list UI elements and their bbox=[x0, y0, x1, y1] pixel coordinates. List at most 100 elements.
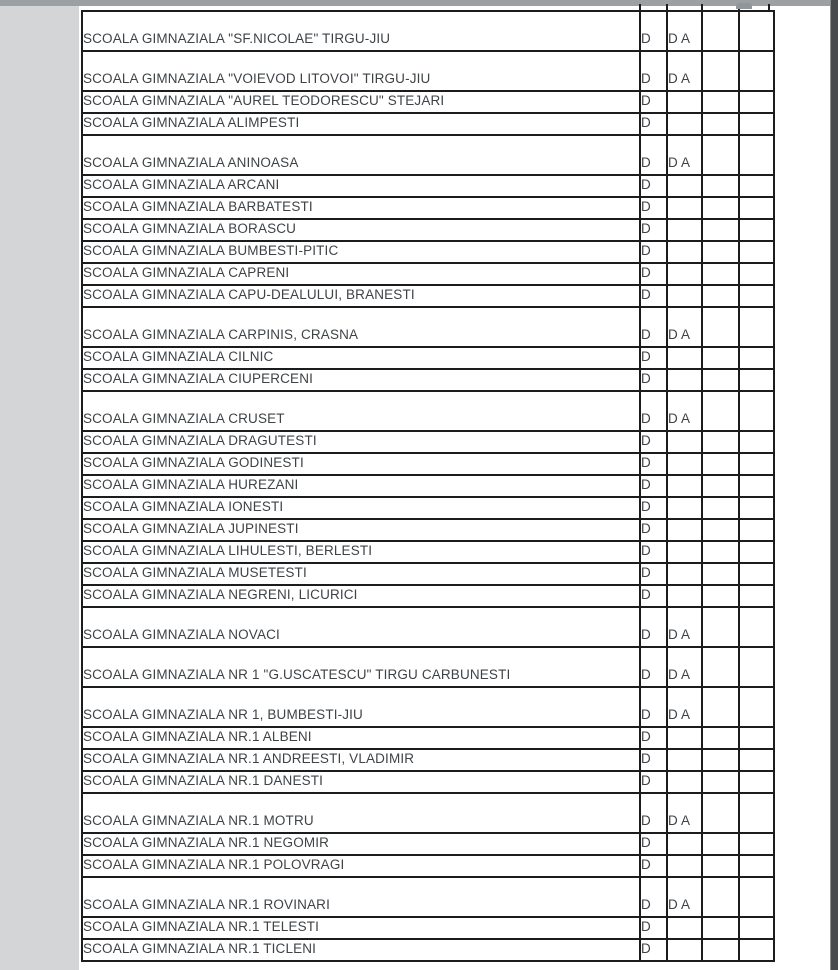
empty-cell bbox=[738, 748, 775, 772]
decision-d-cell: D bbox=[639, 50, 668, 92]
empty-cell bbox=[701, 606, 740, 648]
table-row: SCOALA GIMNAZIALA NR.1 ROVINARI D D A bbox=[81, 876, 775, 918]
decision-da-cell: D A bbox=[666, 646, 703, 688]
empty-cell bbox=[701, 112, 740, 136]
table-row: SCOALA GIMNAZIALA CRUSET D D A bbox=[81, 390, 775, 432]
empty-cell bbox=[738, 876, 775, 918]
decision-d-cell: D bbox=[639, 112, 668, 136]
decision-d-cell: D bbox=[639, 174, 668, 198]
empty-cell bbox=[738, 240, 775, 264]
school-name-cell: SCOALA GIMNAZIALA NR.1 ROVINARI bbox=[81, 876, 641, 918]
column-border-stub bbox=[666, 4, 668, 12]
decision-d-cell: D bbox=[639, 262, 668, 286]
school-name-cell: SCOALA GIMNAZIALA DRAGUTESTI bbox=[81, 430, 641, 454]
decision-d-cell: D bbox=[639, 726, 668, 750]
table-row: SCOALA GIMNAZIALA ALIMPESTI D bbox=[81, 112, 775, 136]
empty-cell bbox=[701, 284, 740, 308]
school-name-cell: SCOALA GIMNAZIALA CILNIC bbox=[81, 346, 641, 370]
school-name-cell: SCOALA GIMNAZIALA MUSETESTI bbox=[81, 562, 641, 586]
empty-cell bbox=[701, 876, 740, 918]
school-name-cell: SCOALA GIMNAZIALA NR.1 MOTRU bbox=[81, 792, 641, 834]
table-row: SCOALA GIMNAZIALA CAPU-DEALULUI, BRANEST… bbox=[81, 284, 775, 308]
empty-cell bbox=[738, 938, 775, 962]
decision-da-cell bbox=[666, 832, 703, 856]
table-row: SCOALA GIMNAZIALA BORASCU D bbox=[81, 218, 775, 242]
table-row: SCOALA GIMNAZIALA CARPINIS, CRASNA D D A bbox=[81, 306, 775, 348]
school-name-cell: SCOALA GIMNAZIALA NR 1, BUMBESTI-JIU bbox=[81, 686, 641, 728]
viewer-left-gutter bbox=[0, 0, 79, 970]
decision-d-cell: D bbox=[639, 562, 668, 586]
table-row: SCOALA GIMNAZIALA NR.1 ALBENI D bbox=[81, 726, 775, 750]
decision-da-cell bbox=[666, 240, 703, 264]
empty-cell bbox=[738, 90, 775, 114]
school-name-cell: SCOALA GIMNAZIALA NR.1 ANDREESTI, VLADIM… bbox=[81, 748, 641, 772]
decision-d-cell: D bbox=[639, 306, 668, 348]
page-top-artifact bbox=[736, 3, 752, 9]
empty-cell bbox=[738, 430, 775, 454]
table-row: SCOALA GIMNAZIALA CIUPERCENI D bbox=[81, 368, 775, 392]
school-name-cell: SCOALA GIMNAZIALA NR.1 POLOVRAGI bbox=[81, 854, 641, 878]
school-name-cell: SCOALA GIMNAZIALA BUMBESTI-PITIC bbox=[81, 240, 641, 264]
empty-cell bbox=[701, 748, 740, 772]
school-name-cell: SCOALA GIMNAZIALA "SF.NICOLAE" TIRGU-JIU bbox=[81, 10, 641, 52]
decision-da-cell: D A bbox=[666, 390, 703, 432]
decision-da-cell bbox=[666, 540, 703, 564]
decision-da-cell bbox=[666, 474, 703, 498]
decision-da-cell bbox=[666, 518, 703, 542]
empty-cell bbox=[701, 518, 740, 542]
table-row: SCOALA GIMNAZIALA "VOIEVOD LITOVOI" TIRG… bbox=[81, 50, 775, 92]
empty-cell bbox=[738, 646, 775, 688]
empty-cell bbox=[738, 112, 775, 136]
decision-da-cell bbox=[666, 748, 703, 772]
decision-d-cell: D bbox=[639, 452, 668, 476]
empty-cell bbox=[701, 134, 740, 176]
scrollbar-track[interactable] bbox=[830, 0, 838, 970]
empty-cell bbox=[701, 306, 740, 348]
school-name-cell: SCOALA GIMNAZIALA CAPRENI bbox=[81, 262, 641, 286]
empty-cell bbox=[701, 430, 740, 454]
decision-d-cell: D bbox=[639, 368, 668, 392]
decision-d-cell: D bbox=[639, 496, 668, 520]
empty-cell bbox=[701, 562, 740, 586]
empty-cell bbox=[738, 284, 775, 308]
empty-cell bbox=[701, 240, 740, 264]
empty-cell bbox=[738, 562, 775, 586]
decision-da-cell bbox=[666, 112, 703, 136]
school-name-cell: SCOALA GIMNAZIALA BORASCU bbox=[81, 218, 641, 242]
table-row: SCOALA GIMNAZIALA NOVACI D D A bbox=[81, 606, 775, 648]
school-name-cell: SCOALA GIMNAZIALA "VOIEVOD LITOVOI" TIRG… bbox=[81, 50, 641, 92]
decision-da-cell bbox=[666, 562, 703, 586]
empty-cell bbox=[701, 792, 740, 834]
empty-cell bbox=[738, 770, 775, 794]
school-name-cell: SCOALA GIMNAZIALA NR.1 TELESTI bbox=[81, 916, 641, 940]
table-row: SCOALA GIMNAZIALA NR.1 POLOVRAGI D bbox=[81, 854, 775, 878]
table-row: SCOALA GIMNAZIALA ARCANI D bbox=[81, 174, 775, 198]
empty-cell bbox=[701, 346, 740, 370]
table-row: SCOALA GIMNAZIALA "SF.NICOLAE" TIRGU-JIU… bbox=[81, 10, 775, 52]
empty-cell bbox=[701, 174, 740, 198]
school-name-cell: SCOALA GIMNAZIALA CAPU-DEALULUI, BRANEST… bbox=[81, 284, 641, 308]
school-name-cell: SCOALA GIMNAZIALA "AUREL TEODORESCU" STE… bbox=[81, 90, 641, 114]
table-row: SCOALA GIMNAZIALA "AUREL TEODORESCU" STE… bbox=[81, 90, 775, 114]
decision-da-cell bbox=[666, 90, 703, 114]
empty-cell bbox=[738, 854, 775, 878]
decision-d-cell: D bbox=[639, 346, 668, 370]
table-row: SCOALA GIMNAZIALA MUSETESTI D bbox=[81, 562, 775, 586]
school-name-cell: SCOALA GIMNAZIALA CRUSET bbox=[81, 390, 641, 432]
empty-cell bbox=[738, 390, 775, 432]
decision-da-cell: D A bbox=[666, 876, 703, 918]
empty-cell bbox=[738, 496, 775, 520]
empty-cell bbox=[701, 770, 740, 794]
decision-d-cell: D bbox=[639, 646, 668, 688]
decision-d-cell: D bbox=[639, 832, 668, 856]
school-name-cell: SCOALA GIMNAZIALA HUREZANI bbox=[81, 474, 641, 498]
empty-cell bbox=[701, 196, 740, 220]
decision-da-cell bbox=[666, 770, 703, 794]
empty-cell bbox=[701, 218, 740, 242]
empty-cell bbox=[701, 452, 740, 476]
table-row: SCOALA GIMNAZIALA HUREZANI D bbox=[81, 474, 775, 498]
decision-d-cell: D bbox=[639, 284, 668, 308]
table-row: SCOALA GIMNAZIALA NR.1 NEGOMIR D bbox=[81, 832, 775, 856]
decision-da-cell: D A bbox=[666, 306, 703, 348]
decision-d-cell: D bbox=[639, 90, 668, 114]
